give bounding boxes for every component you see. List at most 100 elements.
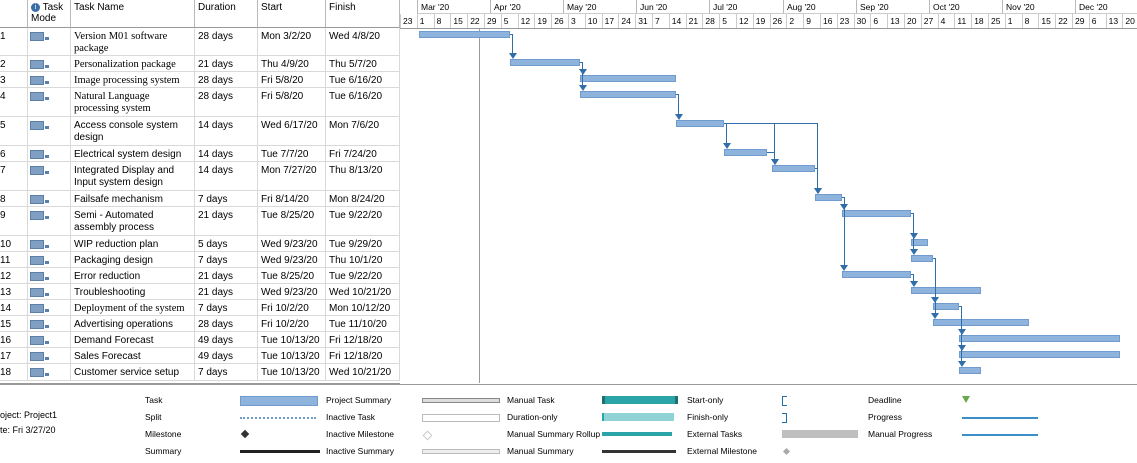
task-row[interactable]: 3 Image processing system 28 days Fri 5/8/2… — [0, 72, 400, 88]
task-id[interactable]: 13 — [0, 284, 28, 299]
task-start-cell[interactable]: Mon 7/27/20 — [258, 162, 326, 190]
task-finish-cell[interactable]: Tue 9/29/20 — [326, 236, 400, 251]
task-row[interactable]: 11 Packaging design 7 days Wed 9/23/20 Thu 1… — [0, 252, 400, 268]
task-duration-cell[interactable]: 7 days — [195, 364, 258, 380]
task-mode-header[interactable]: i Task Mode — [28, 0, 71, 28]
task-id[interactable]: 12 — [0, 268, 28, 283]
task-row[interactable]: 5 Access console system design 14 days Wed … — [0, 117, 400, 146]
task-duration-cell[interactable]: 5 days — [195, 236, 258, 251]
task-finish-cell[interactable]: Tue 6/16/20 — [326, 72, 400, 87]
task-finish-cell[interactable]: Tue 11/10/20 — [326, 316, 400, 331]
task-id[interactable]: 4 — [0, 88, 28, 116]
task-id[interactable]: 10 — [0, 236, 28, 251]
task-start-cell[interactable]: Wed 6/17/20 — [258, 117, 326, 145]
task-row[interactable]: 4 Natural Language processing system 28 da… — [0, 88, 400, 117]
task-id[interactable]: 5 — [0, 117, 28, 145]
task-name-cell[interactable]: Customer service setup — [71, 364, 195, 380]
task-start-cell[interactable]: Tue 7/7/20 — [258, 146, 326, 161]
task-name-cell[interactable]: Integrated Display and Input system desi… — [71, 162, 195, 190]
task-row[interactable]: 15 Advertising operations 28 days Fri 10/2/… — [0, 316, 400, 332]
task-name-cell[interactable]: Image processing system — [71, 72, 195, 87]
task-name-header[interactable]: Task Name — [71, 0, 195, 28]
task-row[interactable]: 2 Personalization package 21 days Thu 4/9/2… — [0, 56, 400, 72]
task-duration-cell[interactable]: 21 days — [195, 284, 258, 299]
task-duration-cell[interactable]: 7 days — [195, 252, 258, 267]
task-id[interactable]: 16 — [0, 332, 28, 347]
task-finish-cell[interactable]: Thu 8/13/20 — [326, 162, 400, 190]
task-id[interactable]: 14 — [0, 300, 28, 315]
task-duration-cell[interactable]: 7 days — [195, 191, 258, 206]
task-finish-cell[interactable]: Wed 4/8/20 — [326, 28, 400, 55]
task-id[interactable]: 3 — [0, 72, 28, 87]
task-name-cell[interactable]: Natural Language processing system — [71, 88, 195, 116]
task-finish-cell[interactable]: Wed 10/21/20 — [326, 284, 400, 299]
task-finish-cell[interactable]: Fri 7/24/20 — [326, 146, 400, 161]
task-name-cell[interactable]: Semi - Automated assembly process — [71, 207, 195, 235]
gantt-bar[interactable] — [841, 210, 912, 217]
task-name-cell[interactable]: Advertising operations — [71, 316, 195, 331]
task-id[interactable]: 8 — [0, 191, 28, 206]
task-duration-cell[interactable]: 21 days — [195, 268, 258, 283]
task-start-cell[interactable]: Wed 9/23/20 — [258, 252, 326, 267]
task-duration-cell[interactable]: 49 days — [195, 348, 258, 363]
task-finish-cell[interactable]: Wed 10/21/20 — [326, 364, 400, 380]
task-start-cell[interactable]: Tue 10/13/20 — [258, 364, 326, 380]
task-finish-cell[interactable]: Mon 8/24/20 — [326, 191, 400, 206]
task-id[interactable]: 6 — [0, 146, 28, 161]
task-finish-cell[interactable]: Tue 9/22/20 — [326, 207, 400, 235]
task-finish-cell[interactable]: Mon 7/6/20 — [326, 117, 400, 145]
task-name-cell[interactable]: Access console system design — [71, 117, 195, 145]
task-duration-cell[interactable]: 7 days — [195, 300, 258, 315]
task-name-cell[interactable]: Troubleshooting — [71, 284, 195, 299]
gantt-bar[interactable] — [911, 255, 933, 262]
gantt-bar[interactable] — [580, 91, 676, 98]
task-start-cell[interactable]: Wed 9/23/20 — [258, 284, 326, 299]
task-name-cell[interactable]: Failsafe mechanism — [71, 191, 195, 206]
task-name-cell[interactable]: Personalization package — [71, 56, 195, 71]
gantt-bar[interactable] — [959, 367, 981, 374]
task-start-cell[interactable]: Mon 3/2/20 — [258, 28, 326, 55]
task-row[interactable]: 17 Sales Forecast 49 days Tue 10/13/20 Fri 1… — [0, 348, 400, 364]
start-header[interactable]: Start — [258, 0, 326, 28]
task-row[interactable]: 14 Deployment of the system 7 days Fri 10/2… — [0, 300, 400, 316]
task-duration-cell[interactable]: 49 days — [195, 332, 258, 347]
task-row[interactable]: 6 Electrical system design 14 days Tue 7/7/… — [0, 146, 400, 162]
task-row[interactable]: 16 Demand Forecast 49 days Tue 10/13/20 Fri … — [0, 332, 400, 348]
gantt-bar[interactable] — [959, 335, 1120, 342]
task-duration-cell[interactable]: 21 days — [195, 207, 258, 235]
task-duration-cell[interactable]: 14 days — [195, 162, 258, 190]
task-duration-cell[interactable]: 14 days — [195, 146, 258, 161]
task-start-cell[interactable]: Fri 5/8/20 — [258, 88, 326, 116]
task-id[interactable]: 2 — [0, 56, 28, 71]
task-id[interactable]: 7 — [0, 162, 28, 190]
task-name-cell[interactable]: Electrical system design — [71, 146, 195, 161]
task-duration-cell[interactable]: 21 days — [195, 56, 258, 71]
gantt-bar[interactable] — [580, 75, 676, 82]
gantt-bar[interactable] — [419, 31, 511, 38]
gantt-bar[interactable] — [841, 271, 912, 278]
gantt-chart[interactable] — [400, 28, 1137, 383]
task-row[interactable]: 9 Semi - Automated assembly process 21 day… — [0, 207, 400, 236]
task-finish-cell[interactable]: Thu 10/1/20 — [326, 252, 400, 267]
task-row[interactable]: 8 Failsafe mechanism 7 days Fri 8/14/20 Mon … — [0, 191, 400, 207]
task-start-cell[interactable]: Tue 10/13/20 — [258, 332, 326, 347]
task-finish-cell[interactable]: Fri 12/18/20 — [326, 332, 400, 347]
task-start-cell[interactable]: Thu 4/9/20 — [258, 56, 326, 71]
task-name-cell[interactable]: Packaging design — [71, 252, 195, 267]
task-start-cell[interactable]: Tue 10/13/20 — [258, 348, 326, 363]
gantt-bar[interactable] — [772, 165, 816, 172]
gantt-bar[interactable] — [724, 149, 768, 156]
task-id[interactable]: 15 — [0, 316, 28, 331]
task-duration-cell[interactable]: 14 days — [195, 117, 258, 145]
task-row[interactable]: 7 Integrated Display and Input system des… — [0, 162, 400, 191]
task-row[interactable]: 13 Troubleshooting 21 days Wed 9/23/20 Wed 1… — [0, 284, 400, 300]
gantt-bar[interactable] — [959, 351, 1120, 358]
finish-header[interactable]: Finish — [326, 0, 400, 28]
task-start-cell[interactable]: Fri 8/14/20 — [258, 191, 326, 206]
task-row[interactable]: 18 Customer service setup 7 days Tue 10/13/… — [0, 364, 400, 381]
task-start-cell[interactable]: Tue 8/25/20 — [258, 268, 326, 283]
task-id[interactable]: 9 — [0, 207, 28, 235]
task-name-cell[interactable]: Version M01 software package — [71, 28, 195, 55]
task-start-cell[interactable]: Tue 8/25/20 — [258, 207, 326, 235]
task-id[interactable]: 17 — [0, 348, 28, 363]
